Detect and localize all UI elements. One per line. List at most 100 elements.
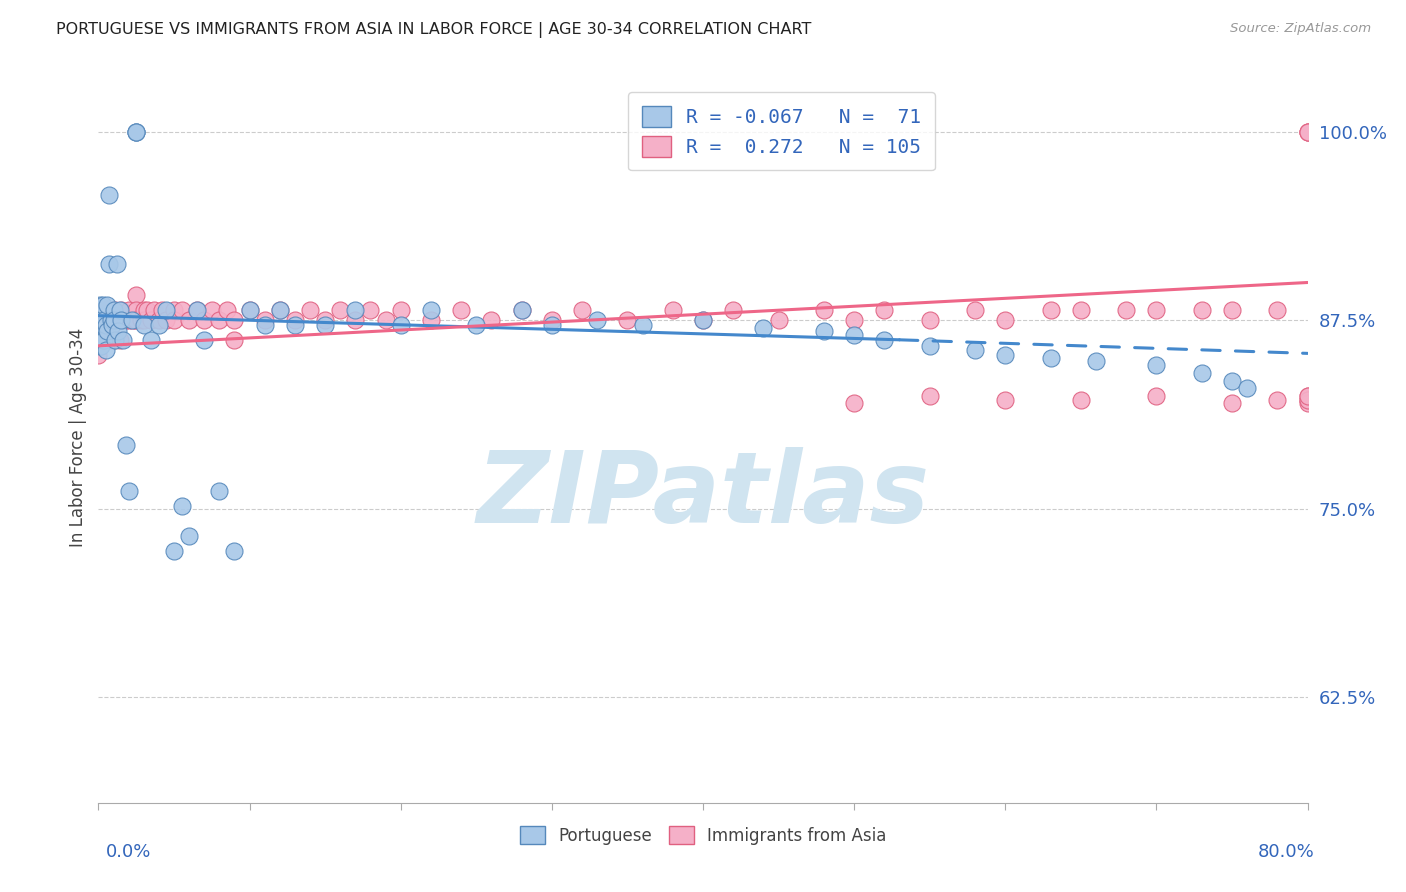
- Point: [118, 483, 141, 498]
- Point: [1191, 366, 1213, 380]
- Point: [389, 302, 412, 317]
- Point: [141, 313, 163, 327]
- Point: [103, 333, 125, 347]
- Point: [110, 302, 132, 317]
- Point: [87, 328, 110, 343]
- Point: [90, 309, 112, 323]
- Point: [360, 302, 382, 317]
- Point: [994, 313, 1017, 327]
- Point: [111, 313, 134, 327]
- Point: [1220, 396, 1243, 410]
- Point: [510, 302, 533, 317]
- Point: [284, 318, 307, 332]
- Point: [314, 313, 336, 327]
- Point: [96, 298, 118, 312]
- Point: [344, 313, 367, 327]
- Point: [89, 339, 111, 353]
- Point: [813, 302, 835, 317]
- Point: [208, 483, 231, 498]
- Point: [1296, 125, 1319, 139]
- Point: [108, 333, 131, 347]
- Point: [253, 318, 276, 332]
- Point: [93, 313, 115, 327]
- Point: [1144, 389, 1167, 403]
- Point: [540, 318, 562, 332]
- Point: [768, 313, 790, 327]
- Point: [104, 302, 127, 317]
- Point: [96, 324, 118, 338]
- Point: [1296, 393, 1319, 408]
- Point: [1115, 302, 1137, 317]
- Text: 0.0%: 0.0%: [105, 843, 150, 861]
- Point: [844, 313, 866, 327]
- Point: [661, 302, 683, 317]
- Point: [420, 313, 443, 327]
- Point: [224, 313, 246, 327]
- Point: [141, 333, 163, 347]
- Point: [299, 302, 322, 317]
- Point: [163, 313, 186, 327]
- Legend: Portuguese, Immigrants from Asia: Portuguese, Immigrants from Asia: [512, 818, 894, 853]
- Point: [844, 396, 866, 410]
- Point: [193, 313, 215, 327]
- Point: [215, 302, 238, 317]
- Point: [752, 320, 775, 334]
- Point: [91, 333, 114, 347]
- Point: [114, 313, 136, 327]
- Point: [344, 302, 367, 317]
- Point: [91, 318, 114, 332]
- Point: [692, 313, 714, 327]
- Point: [125, 125, 148, 139]
- Text: PORTUGUESE VS IMMIGRANTS FROM ASIA IN LABOR FORCE | AGE 30-34 CORRELATION CHART: PORTUGUESE VS IMMIGRANTS FROM ASIA IN LA…: [56, 22, 811, 38]
- Point: [965, 343, 987, 358]
- Point: [90, 302, 112, 317]
- Point: [389, 318, 412, 332]
- Point: [98, 333, 121, 347]
- Point: [107, 324, 129, 338]
- Point: [1039, 302, 1062, 317]
- Point: [994, 348, 1017, 362]
- Point: [284, 313, 307, 327]
- Point: [1085, 354, 1108, 368]
- Point: [129, 313, 152, 327]
- Point: [155, 313, 177, 327]
- Point: [87, 333, 110, 347]
- Point: [114, 438, 136, 452]
- Point: [1220, 302, 1243, 317]
- Point: [170, 499, 193, 513]
- Point: [98, 188, 121, 202]
- Point: [143, 302, 166, 317]
- Point: [87, 313, 110, 327]
- Point: [155, 302, 177, 317]
- Point: [107, 313, 129, 327]
- Point: [94, 302, 117, 317]
- Point: [1220, 374, 1243, 388]
- Point: [111, 333, 134, 347]
- Point: [813, 324, 835, 338]
- Point: [314, 318, 336, 332]
- Point: [450, 302, 472, 317]
- Point: [132, 302, 155, 317]
- Point: [844, 328, 866, 343]
- Point: [112, 313, 135, 327]
- Point: [87, 348, 110, 362]
- Point: [918, 389, 941, 403]
- Point: [90, 339, 112, 353]
- Point: [108, 302, 131, 317]
- Point: [101, 302, 124, 317]
- Point: [90, 324, 112, 338]
- Point: [510, 302, 533, 317]
- Point: [1039, 351, 1062, 365]
- Point: [723, 302, 745, 317]
- Text: 80.0%: 80.0%: [1258, 843, 1315, 861]
- Point: [1296, 389, 1319, 403]
- Point: [481, 313, 503, 327]
- Point: [93, 333, 115, 347]
- Point: [1070, 302, 1092, 317]
- Point: [616, 313, 638, 327]
- Point: [269, 302, 291, 317]
- Point: [1144, 302, 1167, 317]
- Point: [918, 313, 941, 327]
- Point: [1296, 389, 1319, 403]
- Point: [103, 302, 125, 317]
